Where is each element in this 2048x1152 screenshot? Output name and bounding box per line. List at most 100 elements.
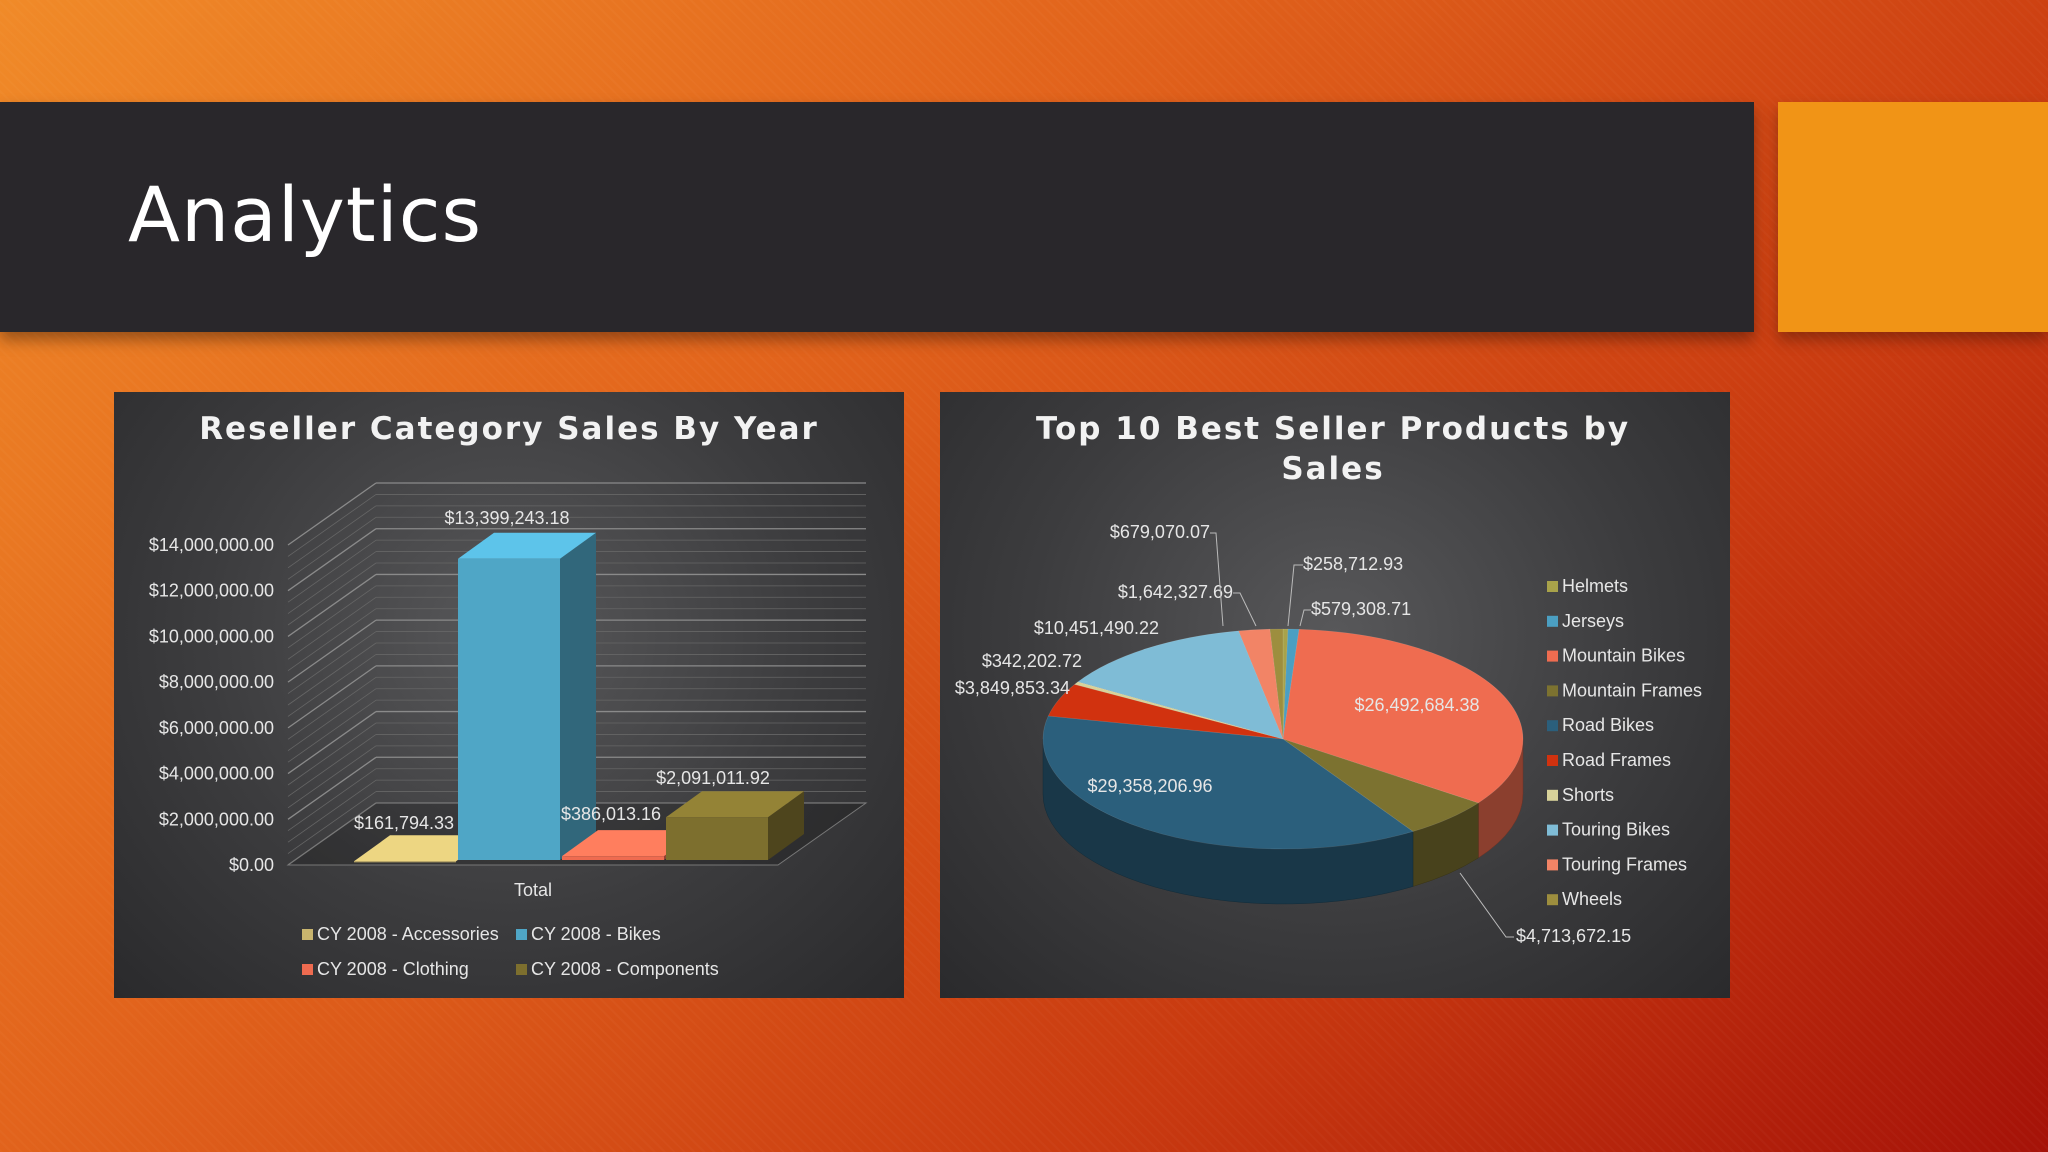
gridline-diagonal [287, 642, 377, 706]
legend-swatch [1547, 894, 1558, 906]
slide-title[interactable]: Analytics [128, 170, 483, 259]
bar-side [768, 791, 804, 860]
pie-slice [1077, 630, 1284, 740]
legend-swatch [1547, 685, 1558, 697]
pie-chart-title-line2: Sales [1281, 451, 1384, 487]
legend-label: Jerseys [1562, 611, 1624, 631]
gridline-diagonal [287, 699, 377, 763]
legend-swatch [1547, 789, 1558, 801]
bar-data-label: $386,013.16 [561, 804, 661, 824]
legend-swatch [516, 964, 527, 975]
pie-slice [1238, 628, 1284, 740]
legend-label: CY 2008 - Accessories [317, 924, 499, 944]
legend-label: Touring Bikes [1562, 820, 1670, 840]
pie-slice [1282, 628, 1300, 740]
bar-data-label: $161,794.33 [354, 813, 454, 833]
pie-slice [1269, 628, 1284, 740]
bar-front [666, 817, 768, 860]
pie-slice [1047, 684, 1284, 740]
bar-chart-panel[interactable]: Reseller Category Sales By Year $0.00 $2,… [114, 392, 904, 998]
pie-slice [1282, 738, 1479, 832]
legend-label: Road Bikes [1562, 715, 1654, 735]
bar-category-label: Total [514, 880, 552, 900]
title-bar [0, 102, 1754, 332]
bar-side [560, 532, 596, 860]
legend-swatch [1547, 650, 1558, 662]
pie-slice [1282, 628, 1524, 804]
pie-chart: Top 10 Best Seller Products by Sales $25… [955, 411, 1702, 946]
pie-leader-line [1233, 592, 1257, 627]
gridline-diagonal [287, 791, 377, 854]
pie-data-label: $26,492,684.38 [1354, 695, 1479, 715]
pie-slices [1042, 628, 1524, 850]
gridline-diagonal [287, 631, 377, 694]
bar-y-axis: $0.00 $2,000,000.00 $4,000,000.00 $6,000,00… [149, 535, 274, 875]
pie-data-label: $679,070.07 [1110, 522, 1210, 542]
gridline-diagonal [287, 562, 377, 626]
y-tick-label: $0.00 [229, 855, 274, 875]
pie-data-label: $4,713,672.15 [1516, 926, 1631, 946]
legend-label: Mountain Bikes [1562, 646, 1685, 666]
pie-data-label: $3,849,853.34 [955, 678, 1070, 698]
pie-chart-title-line1: Top 10 Best Seller Products by [1036, 411, 1630, 447]
bar-top [354, 835, 492, 862]
pie-data-label: $258,712.93 [1303, 554, 1403, 574]
legend-label: Helmets [1562, 576, 1628, 596]
gridline-diagonal [287, 676, 377, 740]
bar-legend: CY 2008 - Accessories CY 2008 - Bikes CY 2… [302, 924, 719, 979]
gridline-diagonal [287, 665, 377, 729]
gridline-diagonal [287, 494, 377, 557]
pie-chart-panel[interactable]: Top 10 Best Seller Products by Sales $25… [940, 392, 1730, 998]
gridline-diagonal [287, 539, 377, 603]
gridline-diagonal [287, 516, 377, 580]
gridline-diagonal [287, 619, 377, 683]
pie-legend: Helmets Jerseys Mountain Bikes Mountain Fra… [1547, 576, 1702, 909]
gridline-diagonal [287, 779, 377, 843]
legend-label: CY 2008 - Clothing [317, 959, 469, 979]
legend-swatch [1547, 859, 1558, 871]
gridline-diagonal [287, 528, 377, 592]
pie-leader-line [1459, 872, 1514, 938]
pie-data-label: $1,642,327.69 [1118, 582, 1233, 602]
pie-sides [1042, 738, 1524, 905]
gridline-diagonal [287, 722, 377, 786]
y-tick-label: $4,000,000.00 [159, 764, 274, 784]
y-tick-label: $2,000,000.00 [159, 809, 274, 829]
pie-slice [1042, 715, 1414, 850]
bar-front [562, 856, 664, 860]
pie-leader-line [1287, 564, 1303, 627]
legend-label: Wheels [1562, 889, 1622, 909]
pie-data-label: $29,358,206.96 [1087, 776, 1212, 796]
bar-top [458, 532, 596, 559]
gridline-diagonal [287, 596, 377, 660]
legend-swatch [302, 929, 313, 940]
accent-box [1778, 102, 2048, 332]
bar-front [458, 558, 560, 860]
pie-data-labels: $258,712.93 $579,308.71 $26,492,684.38 $4,7… [955, 522, 1631, 946]
y-tick-label: $8,000,000.00 [159, 672, 274, 692]
gridline-diagonal [287, 654, 377, 717]
gridline-diagonal [287, 551, 377, 614]
bar-top [562, 830, 700, 857]
bar-front [354, 861, 456, 863]
legend-label: CY 2008 - Bikes [531, 924, 661, 944]
bar-top [666, 791, 804, 818]
legend-label: Mountain Frames [1562, 680, 1702, 700]
gridline-diagonal [287, 768, 377, 832]
bar-data-label: $13,399,243.18 [444, 508, 569, 528]
y-tick-label: $10,000,000.00 [149, 626, 274, 646]
legend-swatch [516, 929, 527, 940]
legend-label: Road Frames [1562, 750, 1671, 770]
legend-swatch [1547, 720, 1558, 732]
bar-chart-title: Reseller Category Sales By Year [199, 411, 819, 447]
bar-data-label: $2,091,011.92 [656, 768, 770, 788]
legend-swatch [1547, 615, 1558, 627]
y-tick-label: $6,000,000.00 [159, 718, 274, 738]
legend-swatch [302, 964, 313, 975]
legend-label: Touring Frames [1562, 854, 1687, 874]
pie-data-label: $342,202.72 [982, 651, 1082, 671]
y-tick-label: $14,000,000.00 [149, 535, 274, 555]
gridline-diagonal [287, 573, 377, 637]
pie-data-label: $10,451,490.22 [1034, 618, 1159, 638]
bar-data-labels: $161,794.33 $13,399,243.18 $386,013.16 $2,0… [354, 508, 770, 833]
